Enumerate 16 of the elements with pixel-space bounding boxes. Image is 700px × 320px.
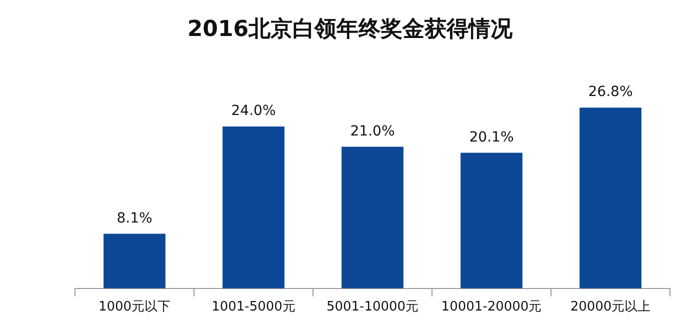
- bar: [222, 126, 284, 288]
- bar: [580, 108, 642, 288]
- chart-title: 2016北京白领年终奖金获得情况: [186, 16, 514, 44]
- data-label: 8.1%: [116, 210, 152, 226]
- x-tick-label: 1000元以下: [98, 300, 171, 315]
- data-label: 24.0%: [231, 103, 276, 120]
- bar: [342, 146, 404, 288]
- data-label: 20.1%: [469, 129, 514, 146]
- bar: [104, 234, 166, 288]
- bar: [460, 152, 522, 288]
- x-tick-label: 10001-20000元: [441, 300, 542, 315]
- x-tick-label: 5001-10000元: [326, 300, 419, 315]
- x-tick-label: 1001-5000元: [212, 300, 296, 315]
- x-tick-label: 20000元以上: [570, 300, 651, 315]
- data-label: 21.0%: [350, 123, 395, 140]
- data-label: 26.8%: [588, 84, 633, 100]
